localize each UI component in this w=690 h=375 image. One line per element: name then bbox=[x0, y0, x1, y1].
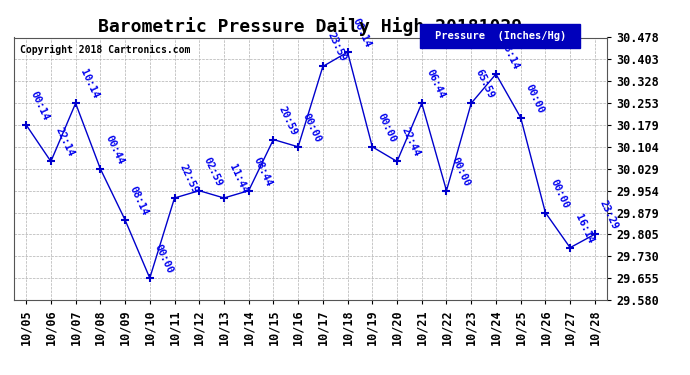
Text: 10:14: 10:14 bbox=[79, 68, 101, 100]
Text: 00:44: 00:44 bbox=[103, 134, 126, 166]
Text: 00:00: 00:00 bbox=[524, 82, 546, 115]
Text: 06:44: 06:44 bbox=[424, 68, 447, 100]
Text: 08:44: 08:44 bbox=[251, 155, 274, 188]
Text: 08:14: 08:14 bbox=[499, 39, 521, 71]
Text: 23:29: 23:29 bbox=[598, 199, 620, 231]
Text: 22:44: 22:44 bbox=[400, 126, 422, 159]
Text: 00:00: 00:00 bbox=[449, 155, 471, 188]
Text: Copyright 2018 Cartronics.com: Copyright 2018 Cartronics.com bbox=[20, 45, 190, 56]
Text: 22:14: 22:14 bbox=[54, 126, 76, 159]
Text: 20:59: 20:59 bbox=[276, 104, 299, 137]
Text: 02:59: 02:59 bbox=[202, 155, 224, 188]
Title: Barometric Pressure Daily High 20181029: Barometric Pressure Daily High 20181029 bbox=[99, 17, 522, 36]
Text: 65:59: 65:59 bbox=[474, 68, 496, 100]
Text: 11:44: 11:44 bbox=[227, 163, 249, 195]
Text: 16:14: 16:14 bbox=[573, 212, 595, 245]
Text: 23:59: 23:59 bbox=[326, 31, 348, 64]
Text: 00:00: 00:00 bbox=[375, 111, 397, 144]
Text: 00:00: 00:00 bbox=[152, 243, 175, 275]
Text: 00:00: 00:00 bbox=[301, 111, 323, 144]
Text: 08:14: 08:14 bbox=[128, 184, 150, 217]
Text: Pressure  (Inches/Hg): Pressure (Inches/Hg) bbox=[435, 31, 566, 41]
Text: 00:00: 00:00 bbox=[548, 177, 571, 210]
Text: 08:14: 08:14 bbox=[351, 17, 373, 50]
FancyBboxPatch shape bbox=[420, 24, 580, 48]
Text: 00:14: 00:14 bbox=[29, 90, 51, 122]
Text: 22:59: 22:59 bbox=[177, 163, 199, 195]
